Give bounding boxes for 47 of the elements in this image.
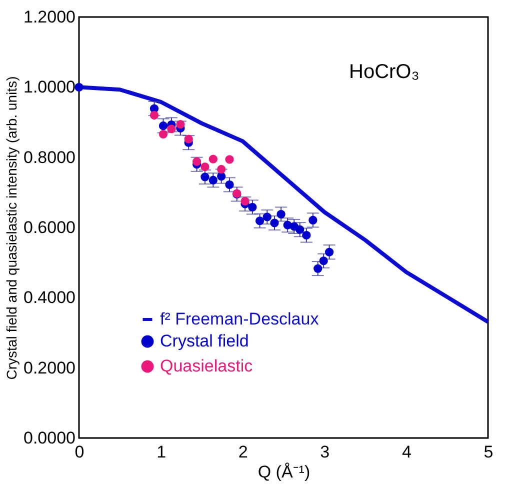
point [184, 134, 193, 144]
x-axis-title: Q (Å⁻¹) [258, 462, 310, 482]
x-tick-label: 4 [402, 442, 412, 462]
point [276, 210, 286, 218]
y-tick-label: 0.2000 [24, 358, 76, 378]
point [158, 121, 168, 130]
y-tick-label: 1.2000 [24, 8, 76, 26]
point [150, 110, 159, 120]
point [314, 264, 322, 273]
x-tick-label: 1 [156, 442, 166, 462]
annotation: HoCrO₃ [349, 61, 420, 83]
y-tick-label: 0.8000 [24, 148, 76, 167]
point [324, 248, 334, 256]
x-tick-label: 3 [320, 442, 330, 462]
legend-label: Quasielastic [160, 356, 254, 376]
y-tick-label: 0.6000 [24, 218, 76, 237]
point [217, 172, 226, 181]
y-tick-label: 1.0000 [24, 78, 76, 97]
point [255, 216, 264, 226]
point [158, 130, 168, 138]
point [225, 180, 234, 190]
legend-label: f² Freeman-Desclaux [160, 310, 320, 328]
point [270, 218, 279, 228]
x-tick-label: 0 [74, 442, 84, 462]
point [192, 157, 202, 166]
point [319, 256, 328, 266]
point [74, 82, 84, 92]
legend-label: Crystal field [160, 332, 249, 350]
point [208, 176, 218, 184]
point [262, 212, 272, 222]
point [308, 216, 318, 224]
point [217, 164, 226, 174]
point [208, 154, 218, 164]
point [176, 120, 185, 129]
y-tick-label: 0.4000 [24, 288, 76, 308]
point [248, 202, 257, 212]
point [302, 230, 311, 240]
y-tick-label: 0.0000 [24, 428, 76, 448]
y-axis-title: Crystal field and quasielastic intensity (arb. units) [4, 76, 20, 380]
point [200, 172, 210, 182]
point [167, 124, 176, 134]
x-tick-label: 2 [238, 442, 248, 462]
x-tick-label: 5 [484, 442, 494, 462]
point [240, 196, 250, 206]
point [225, 155, 234, 164]
point [200, 162, 210, 172]
point [296, 225, 304, 234]
